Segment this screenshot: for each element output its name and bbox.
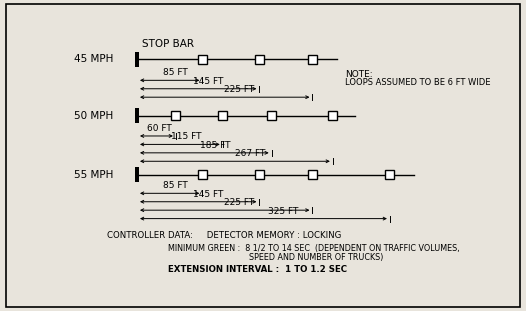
Bar bbox=[218, 111, 227, 120]
Bar bbox=[171, 111, 180, 120]
Text: EXTENSION INTERVAL :  1 TO 1.2 SEC: EXTENSION INTERVAL : 1 TO 1.2 SEC bbox=[168, 265, 347, 274]
Text: 145 FT: 145 FT bbox=[193, 190, 223, 199]
Text: SPEED AND NUMBER OF TRUCKS): SPEED AND NUMBER OF TRUCKS) bbox=[249, 253, 383, 262]
Text: 50 MPH: 50 MPH bbox=[74, 111, 113, 121]
Text: CONTROLLER DATA:     DETECTOR MEMORY : LOCKING: CONTROLLER DATA: DETECTOR MEMORY : LOCKI… bbox=[106, 231, 341, 240]
Text: 185 FT: 185 FT bbox=[200, 141, 230, 150]
Text: NOTE:: NOTE: bbox=[345, 70, 372, 79]
Text: 225 FT: 225 FT bbox=[224, 85, 254, 94]
Bar bbox=[135, 52, 139, 67]
Text: 85 FT: 85 FT bbox=[163, 68, 187, 77]
Bar bbox=[308, 55, 317, 64]
Bar bbox=[198, 55, 207, 64]
Text: 115 FT: 115 FT bbox=[171, 132, 202, 142]
Bar bbox=[135, 108, 139, 123]
Text: 225 FT: 225 FT bbox=[224, 198, 254, 207]
Bar bbox=[308, 170, 317, 179]
Text: 60 FT: 60 FT bbox=[147, 124, 172, 133]
Text: 45 MPH: 45 MPH bbox=[74, 54, 113, 64]
Bar bbox=[135, 167, 139, 182]
Text: LOOPS ASSUMED TO BE 6 FT WIDE: LOOPS ASSUMED TO BE 6 FT WIDE bbox=[345, 78, 490, 87]
Bar bbox=[328, 111, 337, 120]
Text: 85 FT: 85 FT bbox=[163, 181, 187, 190]
Text: MINIMUM GREEN :  8 1/2 TO 14 SEC  (DEPENDENT ON TRAFFIC VOLUMES,: MINIMUM GREEN : 8 1/2 TO 14 SEC (DEPENDE… bbox=[168, 244, 459, 253]
Bar bbox=[198, 170, 207, 179]
Text: 267 FT: 267 FT bbox=[236, 149, 266, 158]
Text: 55 MPH: 55 MPH bbox=[74, 170, 113, 180]
Bar bbox=[255, 55, 264, 64]
Bar bbox=[267, 111, 276, 120]
Bar bbox=[386, 170, 394, 179]
Text: STOP BAR: STOP BAR bbox=[142, 39, 194, 49]
Text: 325 FT: 325 FT bbox=[268, 207, 299, 216]
Bar bbox=[255, 170, 264, 179]
Text: 145 FT: 145 FT bbox=[193, 77, 223, 86]
